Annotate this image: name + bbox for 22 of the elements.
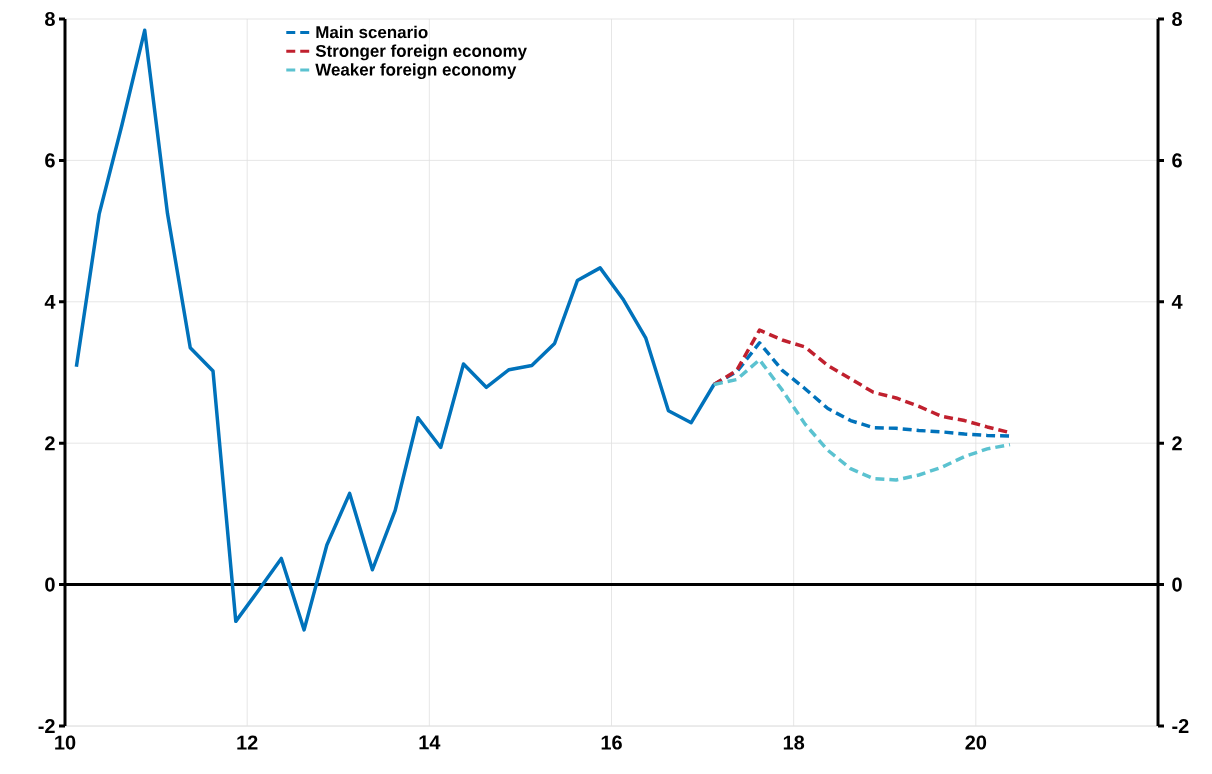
legend-label: Stronger foreign economy [315, 44, 527, 61]
y2-tick-label: -2 [1172, 719, 1189, 733]
x-tick-label: 10 [55, 735, 76, 750]
y-tick-label: 0 [45, 577, 55, 592]
y2-tick-label: 8 [1172, 11, 1182, 27]
y-tick-label: 6 [45, 153, 55, 168]
x-tick-label: 20 [965, 735, 987, 750]
line-series [712, 358, 1012, 482]
legend-label: Main scenario [316, 25, 428, 39]
x-tick-label: 18 [783, 735, 805, 750]
legend-label: Weaker foreign economy [315, 63, 517, 80]
y2-tick-label: 2 [1172, 436, 1182, 451]
x-tick-label: 12 [237, 735, 258, 750]
y-tick-label: 2 [45, 436, 55, 451]
y2-tick-label: 6 [1172, 153, 1182, 168]
y-tick-label: 4 [44, 294, 56, 309]
x-tick-label: 14 [419, 735, 441, 750]
x-tick-label: 16 [601, 735, 622, 750]
y2-tick-label: 4 [1171, 294, 1183, 309]
y-tick-label: 8 [45, 11, 55, 27]
y-tick-label: -2 [38, 719, 55, 733]
y2-tick-label: 0 [1172, 577, 1182, 592]
